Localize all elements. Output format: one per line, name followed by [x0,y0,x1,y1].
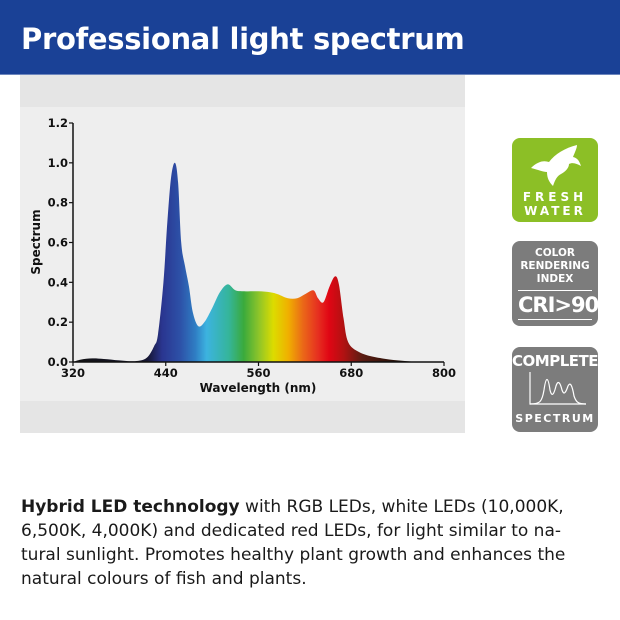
spectrum-badge-bottom: SPECTRUM [515,412,595,425]
complete-spectrum-badge: COMPLETE SPECTRUM [512,347,598,432]
angelfish-icon [531,145,581,186]
description-bold: Hybrid LED technology [21,497,240,517]
y-axis-label: Spectrum [29,209,43,274]
spectrum-chart-panel: 320 440 560 680 800 0.0 0.2 0.4 0.6 0.8 1.0 1.2 Wav… [20,75,465,433]
x-tick-label: 680 [339,366,363,380]
x-tick-label: 440 [154,366,178,380]
spectrum-graph-icon [529,372,587,405]
freshwater-line2: WATER [524,204,586,218]
cri-line1: COLOR [535,247,575,259]
chart-bottom-strip [20,401,465,433]
spectrum-area [73,162,444,362]
y-tick-label: 1.2 [48,116,68,130]
cri-value: CRI>90 [518,290,599,320]
spectrum-badge-top: COMPLETE [512,352,598,370]
spectrum-chart: 320 440 560 680 800 0.0 0.2 0.4 0.6 0.8 1.0 1.2 Wav… [29,116,456,395]
header-banner: Professional light spectrum [0,0,620,75]
description: Hybrid LED technology with RGB LEDs, whi… [21,495,611,591]
description-line4: natural colours of fish and plants. [21,569,307,589]
x-tick-label: 320 [61,366,85,380]
cri-badge: COLOR RENDERING INDEX CRI>90 [512,241,599,326]
description-line2: 6,500K, 4,000K) and dedicated red LEDs, … [21,521,561,541]
description-line3: tural sunlight. Promotes healthy plant g… [21,545,566,565]
x-axis-label: Wavelength (nm) [200,381,317,395]
x-tick-label: 800 [432,366,456,380]
freshwater-line1: FRESH [522,190,588,204]
y-tick-label: 0.2 [48,315,68,329]
freshwater-badge: FRESH WATER [512,138,598,222]
x-tick-label: 560 [246,366,270,380]
y-tick-label: 0.0 [48,355,68,369]
y-tick-label: 0.8 [48,196,68,210]
y-tick-label: 0.6 [48,236,68,250]
cri-line3: INDEX [536,273,574,285]
description-line1: with RGB LEDs, white LEDs (10,000K, [239,497,564,517]
y-tick-label: 1.0 [48,156,68,170]
cri-line2: RENDERING [520,260,590,272]
y-tick-label: 0.4 [48,275,68,289]
page-title: Professional light spectrum [21,22,465,56]
chart-top-strip [20,75,465,107]
